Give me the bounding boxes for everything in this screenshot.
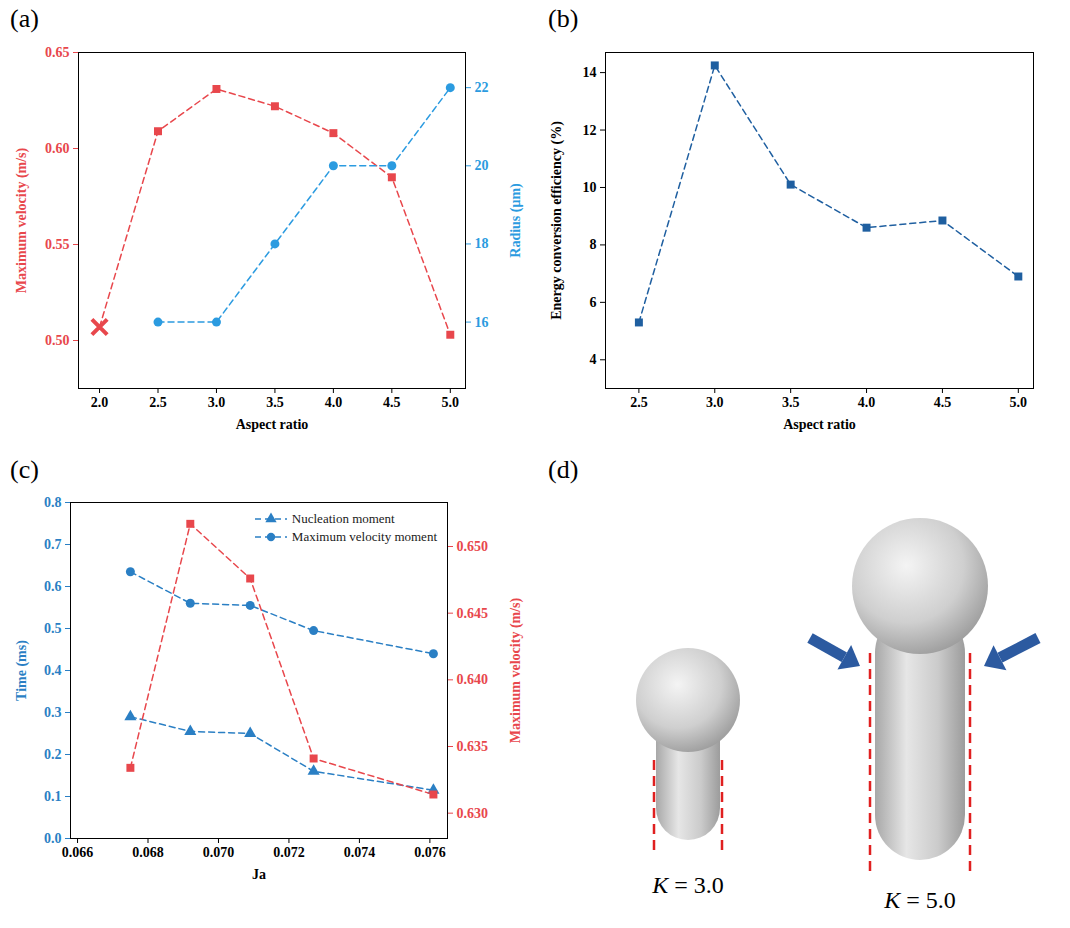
svg-text:3.0: 3.0 [208,395,226,410]
svg-text:3.5: 3.5 [266,395,284,410]
svg-text:Radius (μm): Radius (μm) [508,183,524,258]
svg-text:0.645: 0.645 [457,606,489,621]
svg-text:16: 16 [475,315,489,330]
svg-text:Aspect ratio: Aspect ratio [236,417,309,432]
svg-text:K = 5.0: K = 5.0 [883,887,956,913]
svg-text:0.068: 0.068 [132,845,164,860]
svg-text:5.0: 5.0 [1010,395,1028,410]
svg-text:0.4: 0.4 [44,663,62,678]
svg-text:0.066: 0.066 [62,845,94,860]
svg-text:0.2: 0.2 [44,747,62,762]
html-text:Nucleation moment: Nucleation moment [291,511,395,526]
svg-text:Energy conversion efficiency (: Energy conversion efficiency (%) [549,121,565,320]
svg-text:0.640: 0.640 [457,672,489,687]
svg-text:0.65: 0.65 [45,45,70,60]
html-text:(a): (a) [10,4,39,33]
svg-text:0.072: 0.072 [273,845,305,860]
svg-text:4.5: 4.5 [934,395,952,410]
svg-text:0.635: 0.635 [457,739,489,754]
svg-text:0.0: 0.0 [44,831,62,846]
svg-text:Time (ms): Time (ms) [14,640,30,701]
svg-text:0.630: 0.630 [457,806,489,821]
svg-text:0.55: 0.55 [45,237,70,252]
svg-text:Aspect ratio: Aspect ratio [783,417,856,432]
svg-text:18: 18 [475,236,489,251]
svg-text:3.5: 3.5 [782,395,800,410]
svg-text:12: 12 [583,123,597,138]
svg-text:0.076: 0.076 [414,845,446,860]
svg-text:2.0: 2.0 [91,395,109,410]
html-text:(c): (c) [10,455,39,484]
svg-text:14: 14 [583,65,597,80]
svg-text:5.0: 5.0 [442,395,460,410]
svg-text:2.5: 2.5 [149,395,167,410]
svg-text:0.070: 0.070 [203,845,235,860]
svg-text:10: 10 [583,180,597,195]
svg-text:Maximum velocity (m/s): Maximum velocity (m/s) [508,597,524,743]
html-text:Maximum velocity moment: Maximum velocity moment [291,529,437,544]
html-text:(d): (d) [548,455,579,484]
svg-text:0.1: 0.1 [44,789,62,804]
svg-text:6: 6 [590,295,597,310]
svg-text:0.6: 0.6 [44,579,62,594]
html-text:(b): (b) [548,4,579,33]
svg-text:20: 20 [475,158,489,173]
svg-text:K = 3.0: K = 3.0 [651,872,724,898]
svg-text:0.50: 0.50 [45,333,70,348]
svg-text:4.5: 4.5 [383,395,401,410]
svg-text:0.60: 0.60 [45,141,70,156]
svg-text:8: 8 [590,237,597,252]
svg-text:22: 22 [475,80,489,95]
svg-text:4.0: 4.0 [325,395,343,410]
svg-text:3.0: 3.0 [706,395,724,410]
svg-text:0.5: 0.5 [44,621,62,636]
svg-text:0.650: 0.650 [457,539,489,554]
svg-text:0.074: 0.074 [344,845,376,860]
svg-text:0.7: 0.7 [44,537,62,552]
svg-text:2.5: 2.5 [630,395,648,410]
svg-text:0.8: 0.8 [44,495,62,510]
svg-text:Maximum velocity (m/s): Maximum velocity (m/s) [14,147,30,293]
svg-text:0.3: 0.3 [44,705,62,720]
svg-text:4: 4 [590,352,597,367]
svg-text:4.0: 4.0 [858,395,876,410]
svg-text:Ja: Ja [252,867,266,882]
